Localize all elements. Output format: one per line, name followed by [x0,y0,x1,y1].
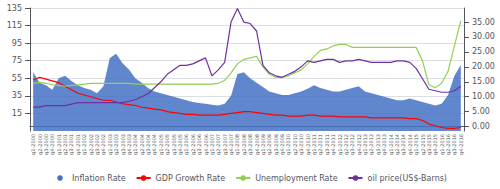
svg-text:Unemployment Rate: Unemployment Rate [255,174,337,183]
svg-text:q4-2009: q4-2009 [279,134,286,155]
svg-text:q3-2011: q3-2011 [323,134,330,155]
svg-text:15.00: 15.00 [472,77,495,86]
svg-text:0.00: 0.00 [472,122,490,131]
svg-text:35: 35 [12,91,22,100]
svg-text:95: 95 [12,39,22,48]
svg-text:q2-2011: q2-2011 [317,134,324,155]
svg-text:q2-2008: q2-2008 [240,134,247,155]
svg-text:q4-2002: q4-2002 [100,134,107,155]
svg-text:q3-2010: q3-2010 [298,134,305,155]
svg-text:q1-2012: q1-2012 [336,134,343,155]
svg-text:q3-2006: q3-2006 [196,134,203,155]
svg-text:q1-2015: q1-2015 [413,134,420,155]
svg-text:q4-2000: q4-2000 [49,134,56,155]
svg-text:35.00: 35.00 [472,18,495,27]
svg-text:q4-2008: q4-2008 [253,134,260,155]
svg-text:q3-2015: q3-2015 [425,134,432,155]
svg-text:5.00: 5.00 [472,107,490,116]
svg-text:q3-2009: q3-2009 [272,134,279,155]
svg-text:q3-2014: q3-2014 [400,134,407,155]
svg-text:q2-2000: q2-2000 [36,134,43,155]
svg-text:q3-2002: q3-2002 [94,134,100,155]
svg-text:q2-2010: q2-2010 [291,134,298,155]
svg-text:q1-2005: q1-2005 [157,134,164,155]
svg-text:q2-2009: q2-2009 [266,134,273,155]
svg-text:q4-2001: q4-2001 [74,134,81,155]
svg-text:q4-2010: q4-2010 [304,134,311,155]
svg-text:75: 75 [12,56,22,65]
svg-text:q3-2000: q3-2000 [43,134,49,155]
svg-text:q4-2016: q4-2016 [458,134,465,155]
svg-text:q2-2006: q2-2006 [189,134,196,155]
svg-text:115: 115 [7,21,22,30]
svg-text:q1-2010: q1-2010 [285,134,292,155]
svg-text:q2-2005: q2-2005 [164,134,171,155]
svg-text:q3-2005: q3-2005 [170,134,177,155]
svg-text:q3-2016: q3-2016 [451,134,458,155]
svg-text:q1-2008: q1-2008 [234,134,241,155]
svg-text:q1-2009: q1-2009 [260,134,266,155]
svg-text:q3-2012: q3-2012 [349,134,356,155]
svg-text:15: 15 [12,109,22,118]
svg-text:Inflation Rate: Inflation Rate [72,174,126,183]
svg-text:q4-2012: q4-2012 [355,134,362,155]
svg-text:q2-2007: q2-2007 [215,134,222,155]
svg-text:GDP Growth Rate: GDP Growth Rate [156,174,226,183]
svg-text:q3-2004: q3-2004 [145,134,152,155]
svg-text:q1-2011: q1-2011 [311,134,317,155]
svg-text:q3-2003: q3-2003 [119,134,126,155]
svg-text:q3-2008: q3-2008 [247,134,254,155]
svg-text:q1-2004: q1-2004 [132,134,139,155]
svg-text:55: 55 [12,74,22,83]
svg-text:q3-2007: q3-2007 [221,134,228,155]
svg-text:q1-2007: q1-2007 [208,134,215,155]
svg-text:q2-2012: q2-2012 [342,134,349,155]
svg-text:q4-2003: q4-2003 [125,134,132,155]
svg-text:q4-2004: q4-2004 [151,134,158,155]
svg-text:q4-2013: q4-2013 [381,134,388,155]
svg-text:q2-2004: q2-2004 [138,134,145,155]
svg-text:q2-2013: q2-2013 [368,134,375,155]
svg-text:q1-2016: q1-2016 [438,134,445,155]
svg-text:q2-2016: q2-2016 [445,134,451,155]
svg-text:q4-2007: q4-2007 [228,134,234,155]
svg-text:q1-2014: q1-2014 [387,134,394,155]
svg-text:q2-2001: q2-2001 [62,134,69,155]
svg-text:q1-2006: q1-2006 [183,134,190,155]
svg-text:q3-2001: q3-2001 [68,134,75,155]
svg-text:oil price(US$-Barns): oil price(US$-Barns) [368,174,447,183]
svg-text:30.00: 30.00 [472,32,495,41]
svg-text:10.00: 10.00 [472,92,495,101]
svg-text:q3-2013: q3-2013 [374,134,381,155]
svg-text:20.00: 20.00 [472,62,495,71]
svg-text:q2-2002: q2-2002 [87,134,94,155]
svg-text:q4-2006: q4-2006 [202,134,209,155]
svg-text:q4-2005: q4-2005 [177,134,183,155]
svg-text:25.00: 25.00 [472,47,495,56]
svg-text:q1-2000: q1-2000 [30,134,37,155]
svg-text:q1-2001: q1-2001 [55,134,62,155]
svg-text:q2-2015: q2-2015 [419,134,426,155]
svg-text:q1-2002: q1-2002 [81,134,88,155]
svg-text:q4-2014: q4-2014 [406,134,413,155]
svg-text:q4-2015: q4-2015 [432,134,439,155]
svg-text:q1-2013: q1-2013 [362,134,369,155]
svg-text:q2-2014: q2-2014 [394,134,400,155]
svg-text:q1-2003: q1-2003 [106,134,113,155]
svg-text:135: 135 [7,4,22,13]
svg-text:q2-2003: q2-2003 [113,134,120,155]
svg-text:q4-2011: q4-2011 [330,134,337,155]
